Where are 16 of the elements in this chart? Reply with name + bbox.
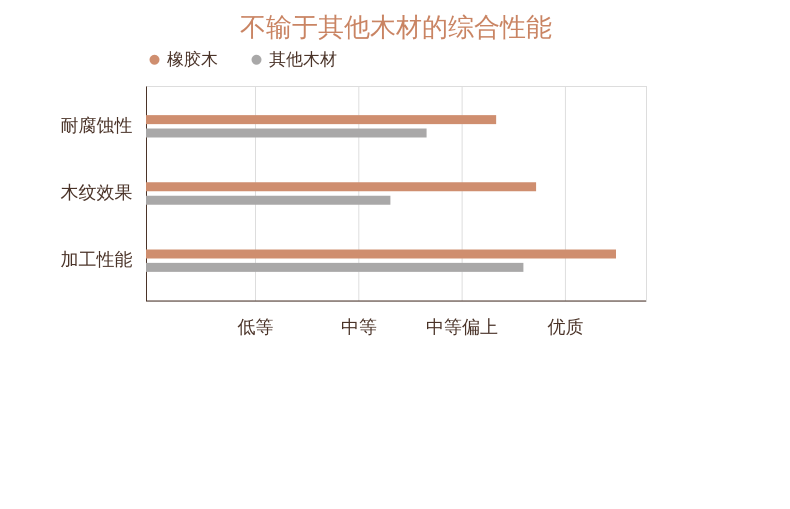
text: 优质	[547, 317, 584, 338]
bar	[146, 115, 496, 124]
legend-label: 橡胶木	[167, 50, 218, 70]
bar	[146, 196, 390, 205]
bar	[146, 182, 536, 192]
chart-title: 不输于其他木材的综合性能	[240, 13, 552, 43]
y-tick-label: 耐腐蚀性	[60, 115, 132, 136]
legend-label: 其他木材	[269, 50, 337, 70]
text: 中等	[340, 317, 377, 338]
text: 中等偏上	[426, 317, 498, 338]
y-tick-label: 木纹效果	[60, 182, 132, 204]
bar	[146, 249, 616, 258]
text: 低等	[238, 317, 274, 338]
y-tick-label: 加工性能	[60, 250, 132, 271]
bar	[146, 128, 427, 138]
bar	[146, 262, 524, 272]
